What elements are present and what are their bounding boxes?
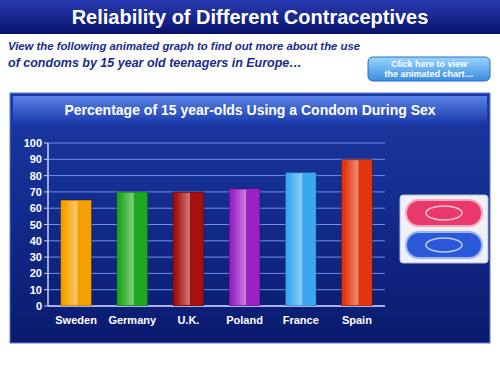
x-tick-label: Sweden	[55, 314, 97, 326]
grid-line	[48, 208, 385, 209]
bar	[173, 192, 204, 306]
x-tick-label: Germany	[108, 314, 157, 326]
grid-line	[48, 306, 385, 307]
bar-highlight	[288, 173, 302, 305]
button-label[interactable]: Click here to view	[391, 59, 468, 69]
y-tick-label: 40	[30, 235, 42, 247]
bar	[229, 189, 260, 306]
chart-panel	[10, 93, 490, 343]
intro-text: View the following animated graph to fin…	[8, 40, 360, 52]
y-tick-label: 60	[30, 202, 42, 214]
y-tick-label: 30	[30, 251, 42, 263]
condom-picture	[400, 195, 488, 263]
x-tick-label: France	[283, 314, 319, 326]
y-tick-label: 80	[30, 170, 42, 182]
x-axis	[48, 305, 385, 307]
y-tick-label: 70	[30, 186, 42, 198]
bar-highlight	[176, 193, 190, 305]
button-box[interactable]	[368, 57, 490, 81]
grid-line	[48, 175, 385, 176]
grid-line	[48, 143, 385, 144]
pink-ring	[426, 206, 462, 220]
y-tick-label: 100	[24, 137, 42, 149]
title-bar	[0, 0, 500, 34]
blue-packet	[406, 232, 482, 258]
y-axis	[47, 143, 49, 306]
button-label[interactable]: the animated chart…	[384, 69, 473, 79]
bar	[61, 200, 92, 306]
bar	[117, 192, 148, 306]
bars	[61, 159, 373, 306]
bar	[341, 159, 372, 306]
view-chart-button[interactable]: Click here to viewthe animated chart…	[368, 57, 490, 81]
y-tick-label: 50	[30, 219, 42, 231]
x-tick-label: Poland	[226, 314, 263, 326]
grid-line	[48, 159, 385, 160]
grid-line	[48, 240, 385, 241]
bar-highlight	[232, 190, 246, 305]
y-tick-label: 10	[30, 284, 42, 296]
x-tick-label: U.K.	[177, 314, 199, 326]
bar-highlight	[64, 201, 78, 305]
slide-title: Reliability of Different Contraceptives	[72, 6, 429, 28]
slide: Reliability of Different Contraceptives V…	[0, 0, 500, 375]
bar-highlight	[344, 160, 358, 305]
intro-text: of condoms by 15 year old teenagers in E…	[8, 56, 302, 70]
bar-highlight	[120, 193, 134, 305]
y-tick-label: 20	[30, 267, 42, 279]
y-tick-label: 90	[30, 153, 42, 165]
chart-title-bar	[13, 96, 487, 124]
x-tick-label: Spain	[342, 314, 372, 326]
picture-background	[400, 195, 488, 263]
chart-title: Percentage of 15 year-olds Using a Condo…	[64, 102, 435, 118]
grid-line	[48, 289, 385, 290]
pink-packet	[406, 200, 482, 226]
bar	[285, 172, 316, 306]
grid-line	[48, 273, 385, 274]
blue-ring	[426, 238, 462, 252]
grid-line	[48, 224, 385, 225]
y-tick-label: 0	[36, 300, 42, 312]
grid-line	[48, 191, 385, 192]
grid-line	[48, 257, 385, 258]
